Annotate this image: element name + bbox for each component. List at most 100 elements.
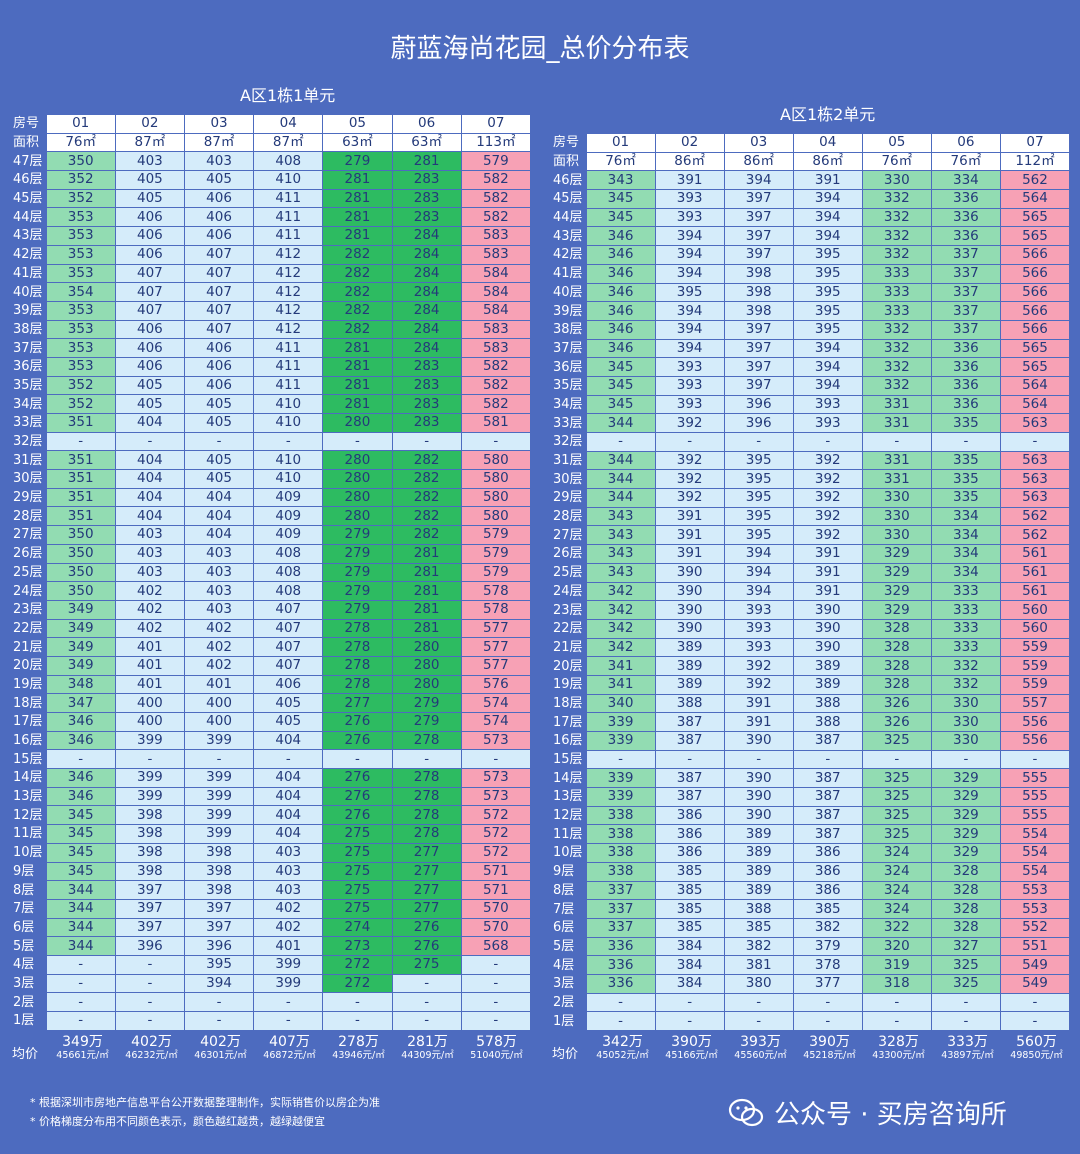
price-cell: 394 — [792, 357, 863, 377]
price-cell: 387 — [654, 731, 725, 751]
price-cell: 336 — [930, 189, 1001, 209]
price-cell: 343 — [585, 506, 656, 527]
floor-row: 10层 345 398 398 403 275 277 572 — [12, 842, 532, 863]
floor-row: 23层 349 402 403 407 279 281 578 — [12, 599, 532, 620]
price-cell: 344 — [585, 413, 656, 433]
room-area: 63㎡ — [322, 132, 393, 153]
average-per-sqm: 45166元/㎡ — [665, 1050, 718, 1061]
price-cell: - — [391, 431, 462, 452]
floor-row: 15层 - - - - - - - — [552, 749, 1071, 770]
price-cell: 284 — [391, 319, 462, 340]
floor-row: 43层 353 406 406 411 281 284 583 — [12, 226, 532, 246]
floor-row: 9层 345 398 398 403 275 277 571 — [12, 861, 532, 882]
price-cell: 554 — [999, 861, 1071, 882]
price-cell: 348 — [45, 674, 116, 695]
average-label: 均价 — [12, 1047, 39, 1062]
price-cell: 402 — [183, 637, 255, 657]
price-cell: 328 — [861, 674, 932, 695]
price-cell: 333 — [861, 301, 932, 321]
room-area: 86㎡ — [792, 151, 863, 172]
price-cell: 351 — [45, 413, 116, 433]
price-cell: 404 — [114, 469, 185, 489]
price-cell: 407 — [183, 282, 255, 302]
price-cell: 329 — [930, 843, 1001, 863]
price-cell: 334 — [930, 562, 1001, 583]
price-cell: 394 — [654, 319, 725, 340]
room-area: 86㎡ — [723, 151, 794, 172]
price-cell: 346 — [585, 263, 656, 284]
average-per-sqm: 43897元/㎡ — [941, 1050, 994, 1061]
price-cell: 333 — [930, 600, 1001, 620]
price-cell: 385 — [654, 861, 725, 882]
price-cell: 393 — [654, 189, 725, 209]
floor-label: 32层 — [553, 434, 583, 450]
price-cell: 338 — [585, 824, 656, 845]
floor-row: 28层 343 391 395 392 330 334 562 — [552, 506, 1071, 527]
price-cell: 274 — [322, 917, 393, 938]
price-cell: 389 — [723, 843, 794, 863]
price-cell: 573 — [460, 768, 532, 788]
price-cell: 386 — [792, 880, 863, 901]
price-cell: 565 — [999, 226, 1071, 247]
price-cell: 395 — [792, 263, 863, 284]
price-cell: 405 — [183, 413, 255, 433]
price-cell: 342 — [585, 618, 656, 639]
price-cell: 281 — [322, 207, 393, 228]
price-cell: 405 — [183, 170, 255, 190]
price-cell: 273 — [322, 936, 393, 956]
floor-label: 30层 — [553, 471, 583, 487]
price-cell: 392 — [792, 488, 863, 508]
price-cell: 282 — [391, 487, 462, 508]
floor-row: 36层 353 406 406 411 281 283 582 — [12, 356, 532, 377]
price-cell: 318 — [861, 973, 932, 994]
price-cell: 337 — [585, 899, 656, 919]
price-cell: 398 — [114, 861, 185, 882]
floor-row: 33层 351 404 405 410 280 283 581 — [12, 413, 532, 433]
price-cell: 403 — [183, 151, 255, 172]
price-cell: 399 — [183, 730, 255, 751]
floor-label: 23层 — [13, 602, 43, 618]
price-cell: 343 — [585, 562, 656, 583]
floor-row: 20层 341 389 392 389 328 332 559 — [552, 656, 1071, 676]
price-cell: 388 — [792, 693, 863, 714]
price-cell: 583 — [460, 226, 532, 246]
average-per-sqm: 43300元/㎡ — [872, 1050, 925, 1061]
floor-row: 30层 351 404 405 410 280 282 580 — [12, 469, 532, 489]
floor-row: 40层 354 407 407 412 282 284 584 — [12, 282, 532, 302]
price-cell: 388 — [654, 693, 725, 714]
price-cell: 389 — [792, 674, 863, 695]
floor-row: 26层 343 391 394 391 329 334 561 — [552, 544, 1071, 564]
area-header-label: 面积 — [13, 135, 40, 151]
price-cell: 405 — [114, 375, 185, 396]
price-cell: 395 — [723, 525, 794, 546]
price-cell: 396 — [723, 413, 794, 433]
price-cell: 283 — [391, 188, 462, 209]
floor-row: 9层 338 385 389 386 324 328 554 — [552, 861, 1071, 882]
price-cell: 397 — [723, 245, 794, 265]
floor-label: 45层 — [13, 191, 43, 207]
price-cell: 397 — [114, 898, 185, 919]
price-cell: 562 — [999, 525, 1071, 546]
floor-label: 38层 — [553, 322, 583, 338]
price-cell: 390 — [792, 618, 863, 639]
room-number: 03 — [723, 133, 794, 153]
price-table-unit1: 房号 01 02 03 04 05 06 07 面积 76㎡ 87㎡ 87㎡ 87㎡ 63㎡ 63㎡ 113㎡… — [12, 114, 532, 1031]
price-cell: 353 — [45, 226, 116, 246]
price-cell: - — [460, 1011, 532, 1031]
price-cell: 281 — [322, 356, 393, 377]
room-area: 76㎡ — [861, 151, 932, 172]
price-cell: 282 — [322, 300, 393, 321]
price-cell: 391 — [792, 170, 863, 191]
price-cell: 279 — [322, 581, 393, 601]
price-cell: 283 — [391, 207, 462, 228]
price-cell: 403 — [114, 151, 185, 172]
price-cell: 398 — [114, 842, 185, 863]
floor-row: 39层 353 407 407 412 282 284 584 — [12, 300, 532, 321]
price-cell: 345 — [45, 842, 116, 863]
price-cell: 279 — [391, 693, 462, 713]
price-cell: 410 — [253, 413, 324, 433]
floor-row: 12层 345 398 399 404 276 278 572 — [12, 805, 532, 826]
average-cell: 390万 45166元/㎡ — [657, 1035, 726, 1062]
floor-label: 26层 — [13, 546, 43, 562]
price-cell: 412 — [253, 244, 324, 265]
